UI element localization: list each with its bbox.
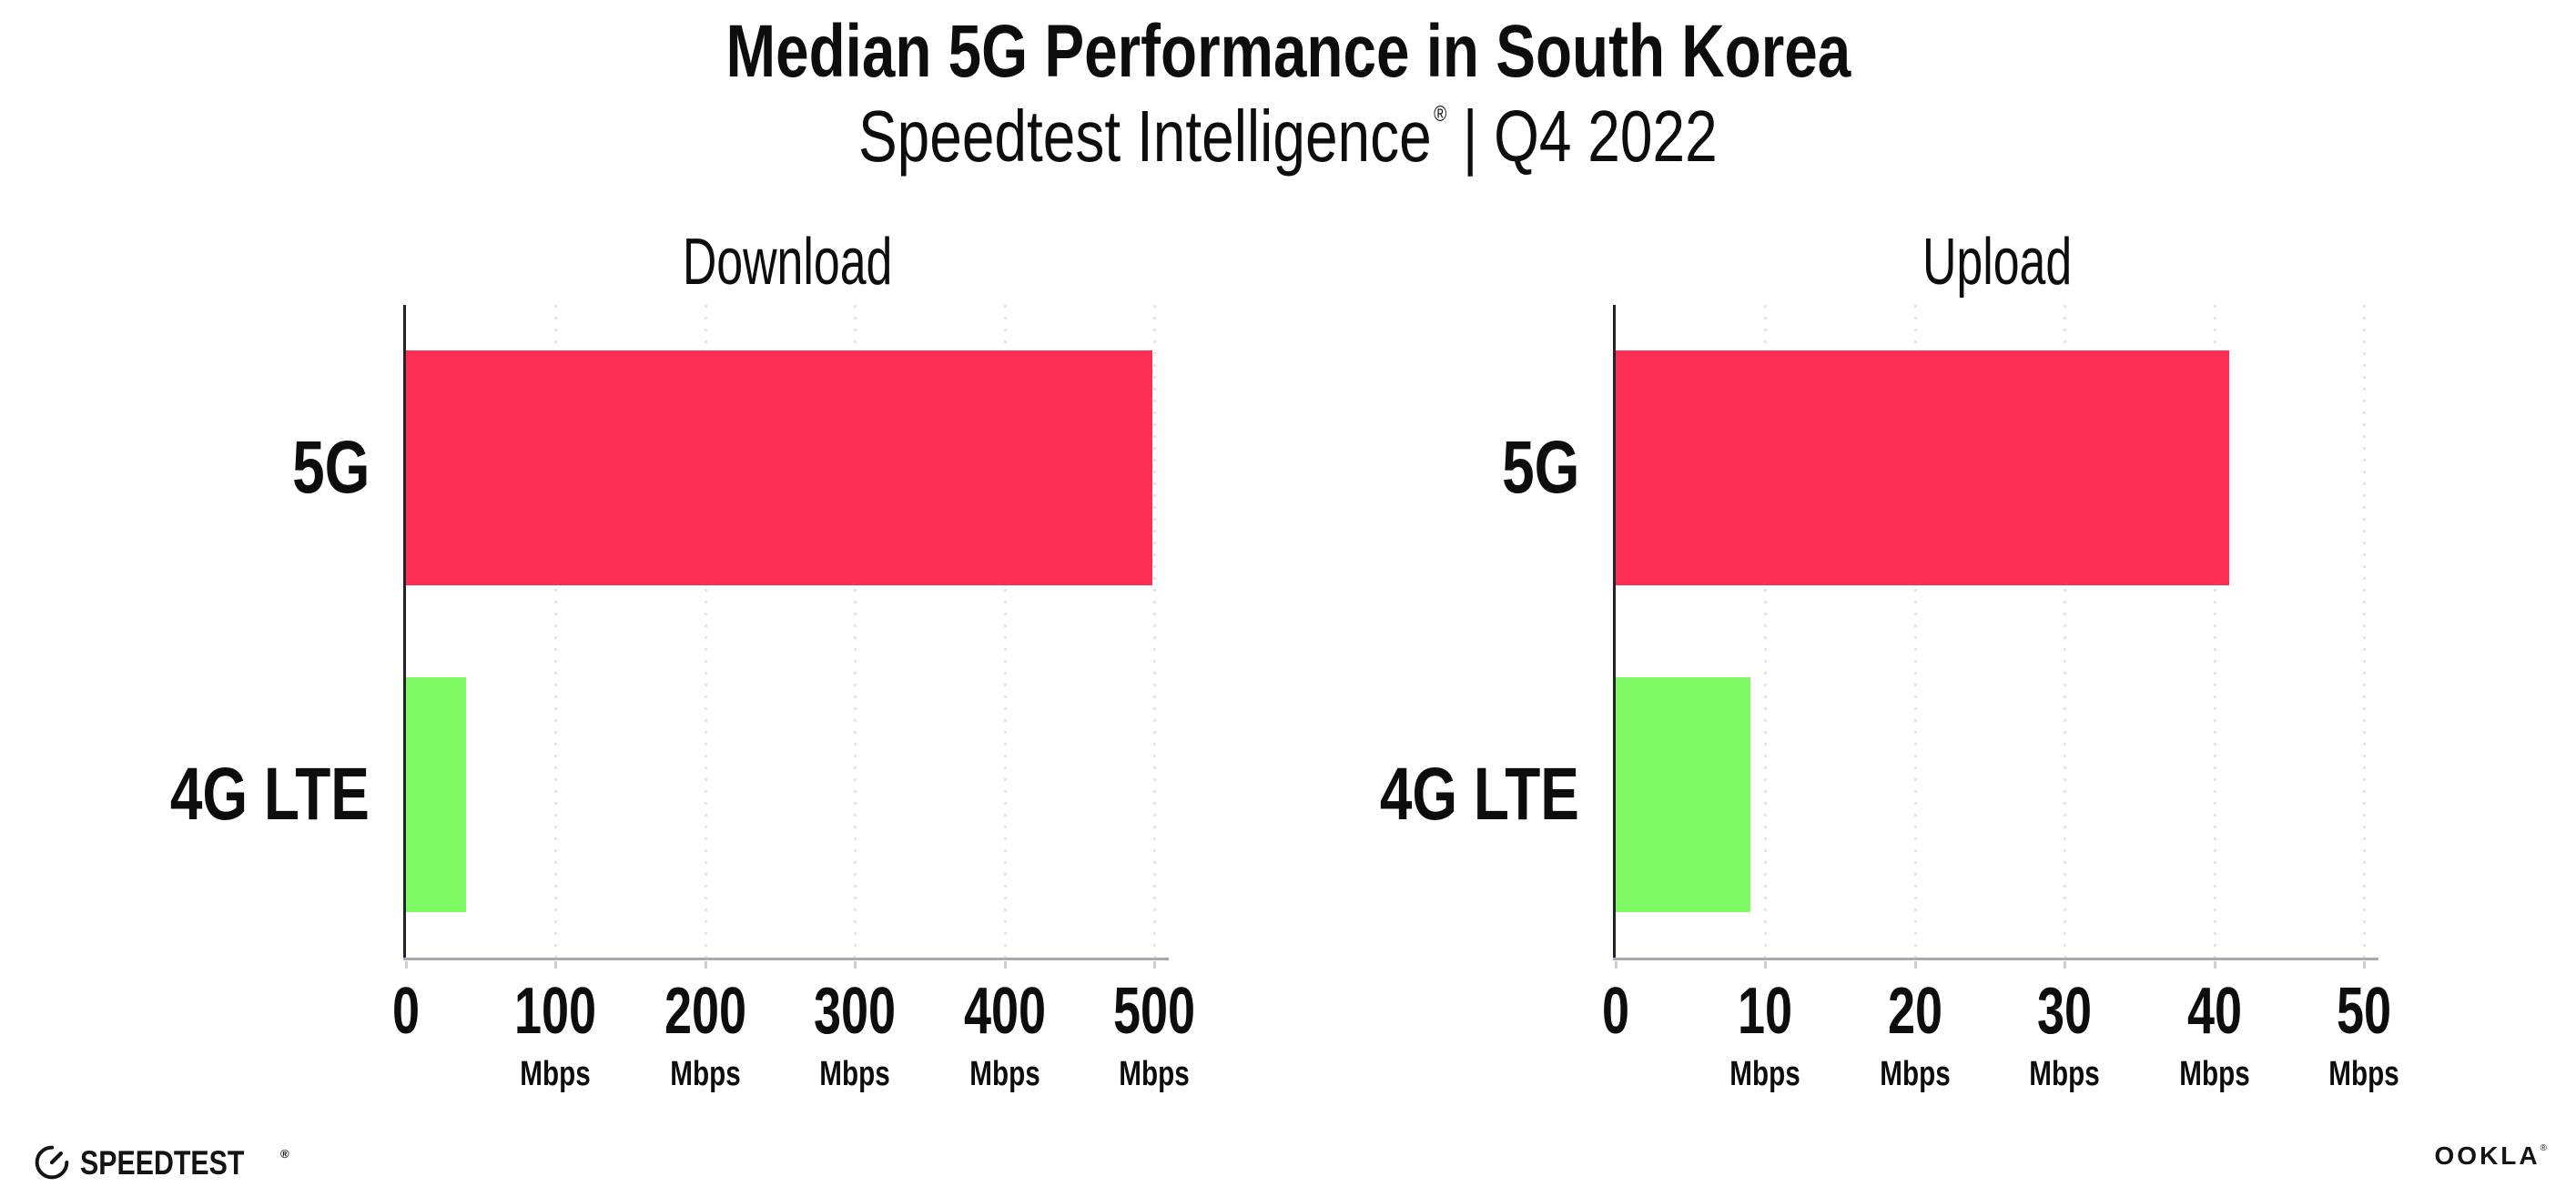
x-tick-value: 200 <box>664 975 746 1048</box>
x-tick-unit: Mbps <box>2178 1055 2250 1093</box>
x-tick-500 <box>1153 961 1156 969</box>
subtitle-brand: Speedtest Intelligence <box>858 96 1432 177</box>
x-tick-value: 0 <box>391 975 421 1048</box>
subtitle-period: Q4 2022 <box>1494 96 1718 177</box>
speedtest-trademark-symbol: ® <box>280 1146 289 1161</box>
gridline-10 <box>1764 305 1768 958</box>
x-tick-label-30: 30 Mbps <box>2020 979 2110 1091</box>
x-tick-10 <box>1764 961 1768 969</box>
y-axis-line <box>403 305 406 960</box>
x-tick-label-400: 400 Mbps <box>950 979 1060 1091</box>
bar-4g-lte <box>406 676 466 912</box>
download-plot-area: 0 100 Mbps 200 Mbps 300 Mbps 400 Mbps 500 Mbps 5G 4G… <box>170 305 1195 1091</box>
ookla-logo: OOKLA ® <box>2435 1143 2547 1169</box>
page-header: Median 5G Performance in South Korea Spe… <box>0 15 2576 173</box>
y-axis-line <box>1613 305 1616 960</box>
speedtest-wordmark: SPEEDTEST ® <box>80 1143 289 1182</box>
bar-4g-lte <box>1616 676 1750 912</box>
x-axis-line <box>1613 958 2378 960</box>
x-tick-300 <box>854 961 857 969</box>
upload-chart: Upload 0 10 Mbps 20 Mbps 30 Mbps 40 Mbps 50 Mbps 5G… <box>1380 229 2399 1091</box>
x-tick-unit: Mbps <box>1119 1055 1190 1093</box>
category-label-text: 4G LTE <box>1379 752 1579 836</box>
x-tick-value: 20 <box>1887 975 1942 1048</box>
x-tick-100 <box>554 961 558 969</box>
x-tick-30 <box>2064 961 2067 969</box>
x-tick-unit: Mbps <box>819 1055 890 1093</box>
x-tick-label-20: 20 Mbps <box>1870 979 1960 1091</box>
download-chart-title: Download <box>682 226 893 299</box>
x-tick-label-0: 0 <box>388 979 424 1044</box>
x-tick-unit: Mbps <box>2328 1055 2399 1093</box>
x-tick-unit: Mbps <box>670 1055 741 1093</box>
x-tick-50 <box>2363 961 2366 969</box>
x-tick-label-50: 50 Mbps <box>2318 979 2409 1091</box>
x-tick-value: 10 <box>1738 975 1793 1048</box>
x-tick-label-10: 10 Mbps <box>1720 979 1810 1091</box>
x-tick-value: 400 <box>963 975 1046 1048</box>
gridline-20 <box>1913 305 1917 958</box>
gridline-30 <box>2064 305 2067 958</box>
speedtest-logo: SPEEDTEST ® <box>33 1143 289 1182</box>
x-tick-0 <box>405 961 408 969</box>
x-tick-400 <box>1003 961 1007 969</box>
x-tick-unit: Mbps <box>520 1055 592 1093</box>
x-tick-label-40: 40 Mbps <box>2169 979 2259 1091</box>
upload-plot-area: 0 10 Mbps 20 Mbps 30 Mbps 40 Mbps 50 Mbps 5G 4G LTE <box>1380 305 2399 1091</box>
subtitle-divider: | <box>1463 96 1478 177</box>
x-tick-value: 40 <box>2186 975 2242 1048</box>
x-tick-value: 100 <box>514 975 597 1048</box>
ookla-trademark-symbol: ® <box>2540 1143 2547 1153</box>
ookla-wordmark: OOKLA <box>2434 1141 2541 1170</box>
x-tick-value: 300 <box>814 975 897 1048</box>
x-tick-value: 50 <box>2336 975 2392 1048</box>
x-tick-value: 0 <box>1601 975 1630 1048</box>
bar-5g <box>406 350 1153 586</box>
gridline-100 <box>554 305 558 958</box>
x-tick-value: 500 <box>1112 975 1196 1048</box>
category-label-4g-lte: 4G LTE <box>1323 752 1579 836</box>
gridline-50 <box>2363 305 2366 958</box>
x-tick-label-300: 300 Mbps <box>800 979 909 1091</box>
page-title-text: Median 5G Performance in South Korea <box>725 10 1851 93</box>
x-tick-unit: Mbps <box>1729 1055 1801 1093</box>
bar-5g <box>1616 350 2230 586</box>
x-tick-label-200: 200 Mbps <box>651 979 760 1091</box>
gridline-500 <box>1153 305 1156 958</box>
x-tick-unit: Mbps <box>2029 1055 2100 1093</box>
category-label-text: 5G <box>291 426 370 510</box>
x-tick-label-100: 100 Mbps <box>501 979 610 1091</box>
x-axis-line <box>403 958 1169 960</box>
speedtest-gauge-icon <box>35 1145 69 1180</box>
x-tick-label-0: 0 <box>1597 979 1634 1044</box>
category-label-5g: 5G <box>270 431 370 505</box>
page-title: Median 5G Performance in South Korea <box>0 15 2576 89</box>
x-tick-unit: Mbps <box>1880 1055 1951 1093</box>
gridline-200 <box>704 305 707 958</box>
x-tick-20 <box>1913 961 1917 969</box>
gridline-400 <box>1003 305 1007 958</box>
upload-chart-title: Upload <box>1922 226 2073 299</box>
registered-trademark-symbol: ® <box>1434 102 1447 127</box>
page-subtitle: Speedtest Intelligence ® | Q4 2022 <box>0 100 2576 173</box>
category-label-4g-lte: 4G LTE <box>114 752 370 836</box>
x-tick-value: 30 <box>2037 975 2093 1048</box>
gridline-40 <box>2213 305 2216 958</box>
gridline-300 <box>854 305 857 958</box>
x-tick-0 <box>1615 961 1618 969</box>
category-label-text: 5G <box>1501 426 1579 510</box>
x-tick-label-500: 500 Mbps <box>1100 979 1209 1091</box>
x-tick-40 <box>2213 961 2216 969</box>
x-tick-200 <box>704 961 707 969</box>
category-label-5g: 5G <box>1480 431 1579 505</box>
category-label-text: 4G LTE <box>169 752 370 836</box>
download-chart: Download 0 100 Mbps 200 Mbps 300 Mbps 400 Mbps 50… <box>170 229 1195 1091</box>
x-tick-unit: Mbps <box>969 1055 1040 1093</box>
